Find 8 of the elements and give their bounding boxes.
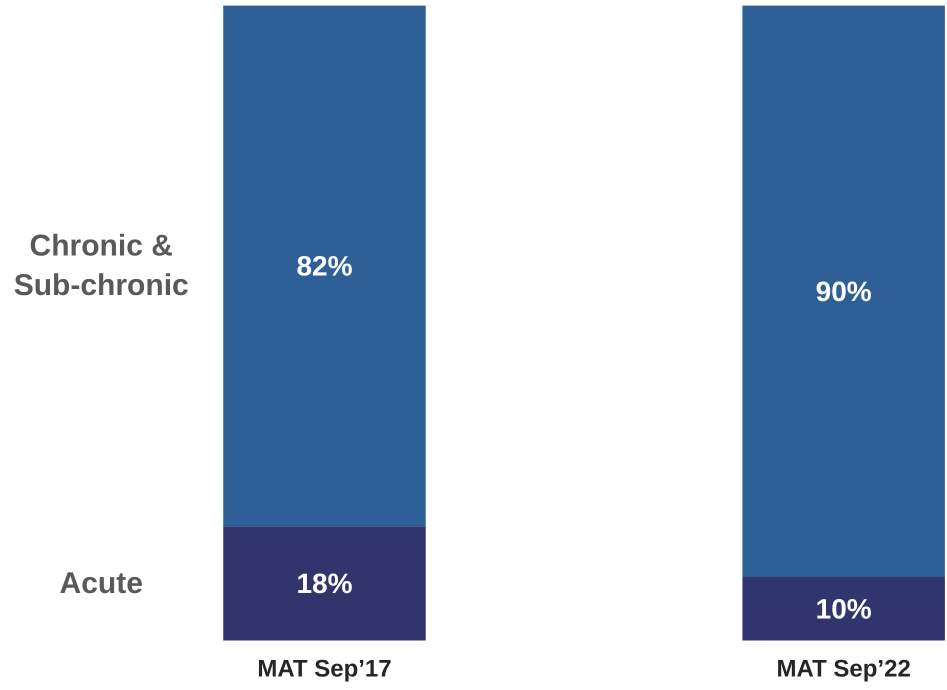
x-tick-label: MAT Sep’17	[257, 656, 392, 683]
data-label: 10%	[816, 593, 872, 624]
series-label: Chronic & Sub-chronic	[14, 230, 189, 302]
text: Acute	[60, 566, 143, 600]
data-label: 18%	[296, 568, 353, 599]
data-label: 90%	[816, 276, 872, 307]
x-tick-label: MAT Sep’22	[776, 656, 911, 683]
data-label: 82%	[296, 250, 353, 282]
